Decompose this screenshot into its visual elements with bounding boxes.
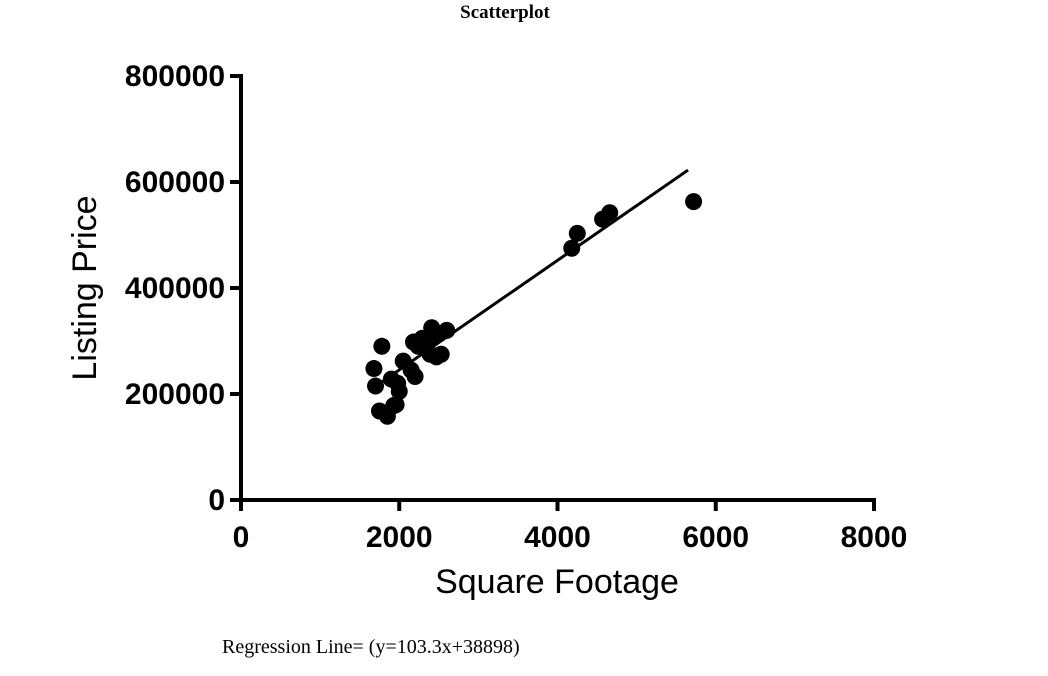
data-point <box>568 224 586 242</box>
points-layer <box>365 193 703 425</box>
data-point <box>373 337 391 355</box>
data-point <box>390 382 408 400</box>
y-tick-label: 800000 <box>125 60 225 93</box>
y-tick-label: 400000 <box>125 272 225 305</box>
x-tick-label: 2000 <box>366 521 433 554</box>
data-point <box>387 396 405 414</box>
y-tick-label: 600000 <box>125 166 225 199</box>
y-tick-label: 200000 <box>125 378 225 411</box>
x-tick-label: 0 <box>233 521 250 554</box>
data-point <box>601 204 619 222</box>
y-axis-label: Listing Price <box>66 195 104 380</box>
x-axis-label: Square Footage <box>435 563 679 601</box>
x-axis: 0 2000 4000 6000 8000 <box>233 498 908 554</box>
data-point <box>563 239 581 257</box>
data-point <box>365 360 383 378</box>
data-point <box>432 345 450 363</box>
x-tick-label: 6000 <box>682 521 749 554</box>
regression-footnote: Regression Line= (y=103.3x+38898) <box>222 636 520 658</box>
y-tick-label: 0 <box>208 484 225 517</box>
x-tick-label: 4000 <box>524 521 591 554</box>
data-point <box>367 377 385 395</box>
data-point <box>685 193 703 211</box>
y-axis: 0 200000 400000 600000 800000 <box>125 60 243 517</box>
data-point <box>406 368 424 386</box>
chart-title: Scatterplot <box>460 2 550 23</box>
x-tick-label: 8000 <box>841 521 908 554</box>
data-point <box>438 321 456 339</box>
